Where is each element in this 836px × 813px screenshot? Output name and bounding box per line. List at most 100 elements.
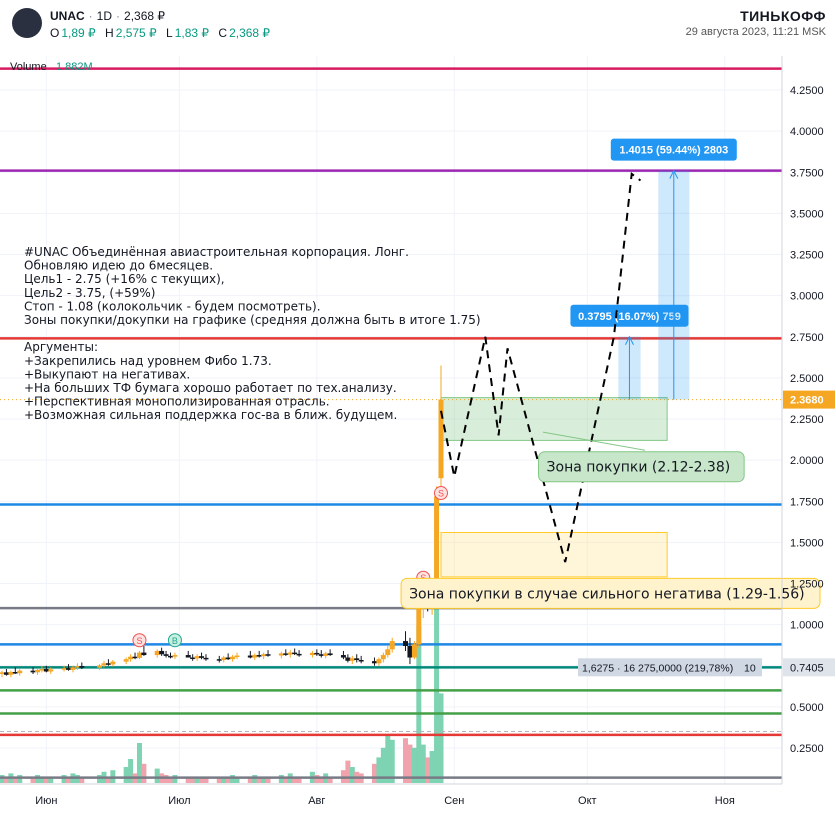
candle-body bbox=[292, 652, 298, 655]
volume-bar bbox=[48, 776, 54, 783]
candle-body bbox=[221, 657, 227, 660]
current-price-tag bbox=[783, 390, 835, 409]
volume-bar bbox=[411, 747, 417, 783]
candle-body bbox=[411, 644, 417, 658]
volume-bar bbox=[438, 693, 444, 783]
signal-marker-label: S bbox=[438, 489, 444, 499]
idea-text-line: Зоны покупки/докупки на графике (средняя… bbox=[24, 313, 481, 327]
zone-callout-box[interactable] bbox=[400, 577, 821, 609]
volume-bar bbox=[416, 626, 422, 783]
candle-body bbox=[358, 659, 364, 662]
x-tick-label: Окт bbox=[578, 795, 597, 807]
volume-bar bbox=[0, 775, 5, 783]
volume-bar bbox=[283, 778, 289, 783]
axes-layer: 4.2500 4.0000 3.7500 3.5000 3.2500 3.0000 2.75… bbox=[0, 56, 835, 807]
idea-text-line: Цель2 - 3.75, (+59%) bbox=[24, 286, 155, 300]
ohlc-key-close: C bbox=[218, 26, 228, 40]
volume-bar bbox=[79, 778, 85, 783]
zone-callout-box[interactable] bbox=[538, 451, 745, 483]
volume-bar bbox=[261, 776, 267, 783]
candle-body bbox=[30, 670, 36, 673]
idea-text-line: +На больших ТФ бумага хорошо работает по… bbox=[24, 381, 397, 395]
volume-bar bbox=[429, 751, 435, 783]
candle-body bbox=[247, 655, 253, 658]
volume-bar bbox=[371, 763, 377, 783]
candle-body bbox=[132, 656, 138, 659]
y-tick-label: 3.5000 bbox=[790, 208, 824, 220]
y-tick-label: 2.7500 bbox=[790, 332, 824, 344]
y-tick-label: 0.5000 bbox=[790, 702, 824, 714]
candle-body bbox=[199, 656, 205, 658]
candle-body bbox=[39, 669, 45, 671]
candle-body bbox=[141, 652, 147, 656]
volume-bar bbox=[265, 778, 271, 783]
y-tick-label: 2.0000 bbox=[790, 455, 824, 467]
x-tick-label: Июл bbox=[168, 795, 190, 807]
separator-dot: · bbox=[88, 9, 93, 23]
idea-text-line: +Выкупают на негативах. bbox=[24, 367, 190, 381]
y-tick-label: 0.2500 bbox=[790, 743, 824, 755]
candle-body bbox=[123, 659, 129, 662]
volume-bar bbox=[327, 776, 333, 783]
candle-body bbox=[407, 646, 413, 658]
candle-body bbox=[438, 399, 444, 479]
volume-bar bbox=[314, 775, 320, 783]
volume-bar bbox=[30, 778, 36, 783]
signal-marker[interactable] bbox=[167, 633, 182, 648]
volume-bar bbox=[256, 778, 262, 783]
signal-marker[interactable] bbox=[433, 486, 448, 501]
volume-bar bbox=[172, 775, 178, 783]
idea-text-line: Цель1 - 2.75 (+16% с текущих), bbox=[24, 272, 225, 286]
idea-text-line: Обновляю идею до 6месяцев. bbox=[24, 259, 213, 273]
projection-path[interactable] bbox=[440, 172, 642, 563]
volume-legend: Volume 1.882M bbox=[10, 61, 93, 73]
y-tick-label: 3.2500 bbox=[790, 250, 824, 262]
candle-body bbox=[3, 672, 9, 675]
x-tick-label: Ноя bbox=[715, 795, 735, 807]
x-tick-label: Авг bbox=[308, 795, 325, 807]
candle-body bbox=[110, 661, 116, 665]
candle-body bbox=[190, 657, 196, 660]
candle-body bbox=[154, 650, 160, 656]
timestamp: 29 августа 2023, 11:21 MSK bbox=[685, 26, 826, 38]
candle-body bbox=[278, 653, 284, 656]
volume-bar bbox=[34, 775, 40, 783]
symbol-name[interactable]: UNAC bbox=[50, 9, 85, 23]
volume-bar bbox=[247, 778, 253, 783]
ohlc-key-open: O bbox=[50, 26, 60, 40]
candle-body bbox=[252, 655, 258, 658]
interval-label[interactable]: 1D bbox=[96, 9, 113, 23]
ohlc-value-close: 2,368 ₽ bbox=[229, 26, 271, 40]
volume-bar bbox=[136, 743, 142, 783]
candle-body bbox=[136, 652, 142, 658]
candle-body bbox=[283, 653, 289, 655]
candle-body bbox=[318, 654, 324, 656]
signal-marker-label: B bbox=[172, 636, 178, 646]
candle-body bbox=[97, 665, 103, 668]
volume-bar bbox=[123, 767, 129, 783]
volume-bar bbox=[17, 775, 23, 783]
ticker-logo bbox=[12, 8, 42, 38]
candle-body bbox=[309, 652, 315, 656]
candle-body bbox=[101, 663, 107, 666]
zone-buy-negative[interactable] bbox=[440, 532, 668, 578]
candle-body bbox=[389, 641, 395, 650]
signal-marker-label: S bbox=[136, 636, 142, 646]
volume-bar bbox=[163, 775, 169, 783]
projection-layer bbox=[440, 172, 642, 563]
volume-bar bbox=[345, 760, 351, 783]
zone-buy[interactable] bbox=[440, 397, 668, 441]
candle-body bbox=[70, 667, 76, 670]
candle-body bbox=[434, 496, 440, 596]
y-tick-label: 2.5000 bbox=[790, 373, 824, 385]
volume-legend-value: 1.882M bbox=[56, 61, 93, 73]
volume-bar bbox=[61, 775, 67, 783]
volume-bar bbox=[296, 778, 302, 783]
candle-body bbox=[48, 669, 54, 672]
candle-body bbox=[34, 669, 40, 673]
y-tick-label: 1.2500 bbox=[790, 579, 824, 591]
signal-marker[interactable] bbox=[132, 633, 147, 648]
ohlc-key-high: H bbox=[105, 26, 114, 40]
volume-bar bbox=[425, 757, 431, 783]
